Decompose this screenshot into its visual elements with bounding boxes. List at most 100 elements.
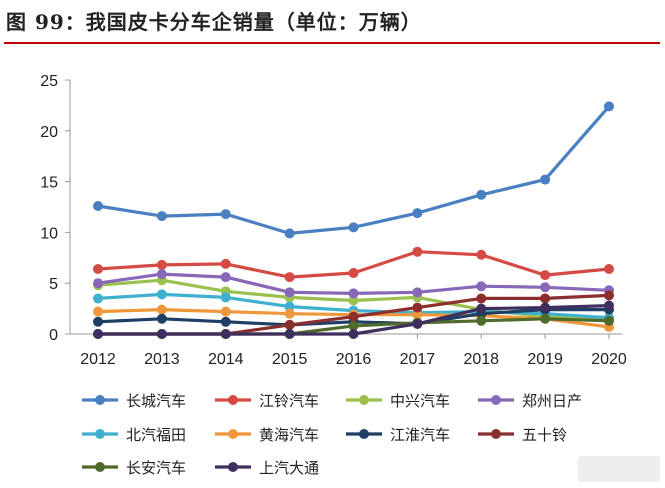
data-point xyxy=(540,282,551,293)
x-tick-label: 2019 xyxy=(527,351,563,368)
legend-item: 江铃汽车 xyxy=(215,392,319,410)
data-point xyxy=(604,315,614,326)
data-point xyxy=(540,302,551,313)
title-divider xyxy=(4,42,660,44)
legend-swatch-marker xyxy=(95,462,105,472)
legend-swatch-marker xyxy=(228,462,238,472)
data-point xyxy=(540,293,551,304)
y-tick-label: 25 xyxy=(40,73,58,90)
data-point xyxy=(284,308,295,319)
legend-label: 江铃汽车 xyxy=(259,392,319,410)
data-point xyxy=(220,258,231,269)
data-point xyxy=(284,319,295,330)
data-point xyxy=(284,272,295,283)
legend-item: 郑州日产 xyxy=(478,392,582,410)
data-point xyxy=(93,263,103,274)
y-tick-label: 15 xyxy=(40,175,58,192)
data-point xyxy=(93,293,103,304)
data-point xyxy=(476,249,487,260)
data-point xyxy=(540,270,551,281)
data-point xyxy=(348,222,359,233)
y-tick-label: 20 xyxy=(40,124,58,141)
legend-label: 江淮汽车 xyxy=(390,426,450,444)
x-tick-label: 2016 xyxy=(336,351,372,368)
data-point xyxy=(476,303,487,314)
x-tick-label: 2017 xyxy=(400,351,436,368)
legend-swatch-marker xyxy=(228,429,238,439)
data-point xyxy=(156,313,167,324)
x-tick-label: 2015 xyxy=(272,351,308,368)
x-tick-label: 2013 xyxy=(144,351,180,368)
legend-item: 长城汽车 xyxy=(82,392,186,410)
data-point xyxy=(284,287,295,298)
data-point xyxy=(604,263,614,274)
data-point xyxy=(156,211,167,222)
data-point xyxy=(604,300,614,311)
x-tick-label: 2020 xyxy=(591,351,627,368)
data-point xyxy=(156,259,167,270)
data-point xyxy=(284,301,295,312)
data-point xyxy=(348,320,359,331)
legend-label: 长城汽车 xyxy=(126,392,186,410)
legend-item: 五十铃 xyxy=(478,426,567,444)
y-tick-label: 0 xyxy=(49,327,58,344)
data-point xyxy=(412,208,423,219)
legend-swatch-marker xyxy=(95,395,105,405)
data-point xyxy=(220,292,231,303)
legend-label: 郑州日产 xyxy=(522,392,582,410)
chart-title: 图 99：我国皮卡分车企销量（单位：万辆） xyxy=(6,10,422,34)
legend-label: 长安汽车 xyxy=(126,459,186,477)
data-point xyxy=(348,288,359,299)
legend-swatch-marker xyxy=(491,429,501,439)
chart-series-lines xyxy=(93,101,614,339)
data-point xyxy=(220,316,231,327)
x-tick-label: 2012 xyxy=(80,351,116,368)
data-point xyxy=(93,329,103,339)
data-point xyxy=(476,281,487,292)
data-point xyxy=(476,293,487,304)
data-point xyxy=(93,316,103,327)
data-point xyxy=(604,101,614,112)
series-10 xyxy=(93,300,614,339)
data-point xyxy=(412,318,423,329)
data-point xyxy=(156,289,167,300)
x-tick-label: 2018 xyxy=(463,351,499,368)
data-point xyxy=(284,329,295,339)
legend-label: 黄海汽车 xyxy=(259,426,319,444)
data-point xyxy=(93,200,103,211)
data-point xyxy=(220,306,231,317)
data-point xyxy=(412,309,423,320)
legend-swatch-marker xyxy=(359,395,369,405)
data-point xyxy=(156,329,167,339)
data-point xyxy=(220,329,231,339)
series-2 xyxy=(93,246,614,283)
x-tick-label: 2014 xyxy=(208,351,244,368)
legend-item: 上汽大通 xyxy=(215,459,319,477)
watermark-blur xyxy=(578,456,660,482)
legend-item: 黄海汽车 xyxy=(215,426,319,444)
data-point xyxy=(93,306,103,317)
data-point xyxy=(220,209,231,220)
legend-item: 中兴汽车 xyxy=(346,392,450,410)
series-4 xyxy=(93,269,614,299)
data-point xyxy=(412,246,423,257)
legend-label: 北汽福田 xyxy=(126,426,186,444)
data-point xyxy=(93,278,103,289)
data-point xyxy=(284,228,295,239)
data-point xyxy=(540,174,551,185)
data-point xyxy=(348,268,359,279)
legend-swatch-marker xyxy=(491,395,501,405)
legend-item: 长安汽车 xyxy=(82,459,186,477)
data-point xyxy=(156,269,167,280)
legend-label: 中兴汽车 xyxy=(390,392,450,410)
data-point xyxy=(476,315,487,326)
legend-swatch-marker xyxy=(228,395,238,405)
legend-swatch-marker xyxy=(359,429,369,439)
data-point xyxy=(412,287,423,298)
data-point xyxy=(348,329,359,339)
data-point xyxy=(156,304,167,315)
data-point xyxy=(540,313,551,324)
legend-item: 北汽福田 xyxy=(82,426,186,444)
